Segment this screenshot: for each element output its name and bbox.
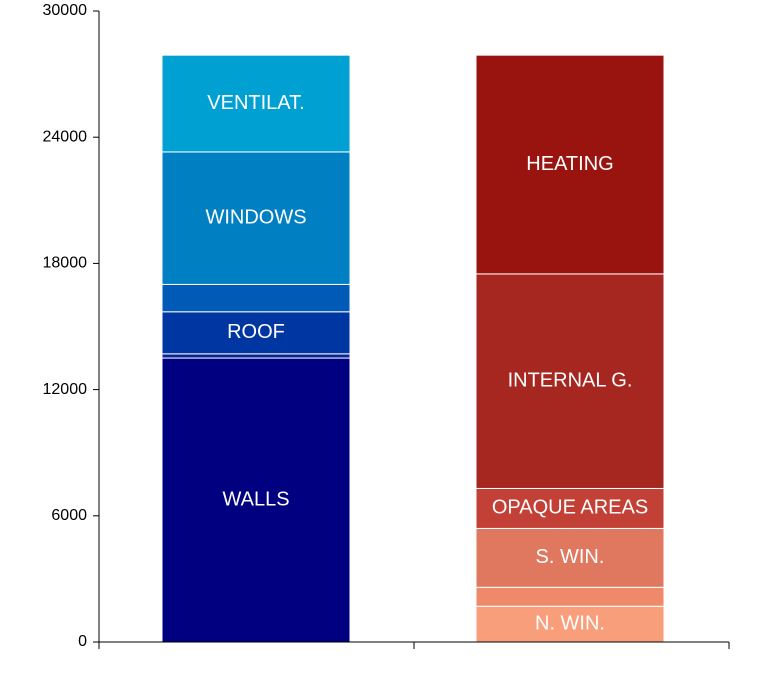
segment-label: OPAQUE AREAS	[492, 497, 648, 519]
bar-segment-internal-g	[475, 273, 665, 489]
stacked-bar-2: N. WIN. S. WIN. OPAQUE AREAS INTERNAL G. HEA…	[475, 54, 665, 643]
y-tick-label: 0	[78, 633, 87, 650]
bar-segment-unlabeled-4	[161, 283, 351, 313]
stacked-bar-1: WALLS ROOF WINDOWS VENTILAT.	[161, 54, 351, 643]
axes: 0 6000 12000 18000 24000 30000	[43, 2, 730, 650]
bar-segment-unlabeled-2	[161, 353, 351, 359]
bars-layer: WALLS ROOF WINDOWS VENTILAT. N. WIN. S. WIN. O…	[161, 54, 665, 643]
bar-segment-heating	[475, 54, 665, 275]
segment-label: N. WIN.	[535, 612, 605, 634]
y-tick-label: 24000	[43, 128, 88, 145]
y-tick-label: 12000	[43, 381, 88, 398]
bar-segment-unlabeled-2	[475, 586, 665, 607]
segment-label: WALLS	[222, 488, 289, 510]
y-tick-label: 6000	[51, 507, 87, 524]
bar-segment-opaque-areas	[475, 487, 665, 529]
bar-segment-roof	[161, 311, 351, 355]
bar-segment-ventilat	[161, 54, 351, 153]
segment-label: S. WIN.	[536, 546, 605, 568]
segment-label: ROOF	[227, 321, 285, 343]
segment-label: VENTILAT.	[207, 92, 304, 114]
y-tick-label: 18000	[43, 255, 88, 272]
segment-label: WINDOWS	[205, 206, 306, 228]
y-tick-label: 30000	[43, 2, 88, 19]
segment-label: HEATING	[526, 153, 613, 175]
bar-segment-walls	[161, 357, 351, 643]
segment-label: INTERNAL G.	[508, 369, 633, 391]
bar-segment-s-win	[475, 527, 665, 588]
